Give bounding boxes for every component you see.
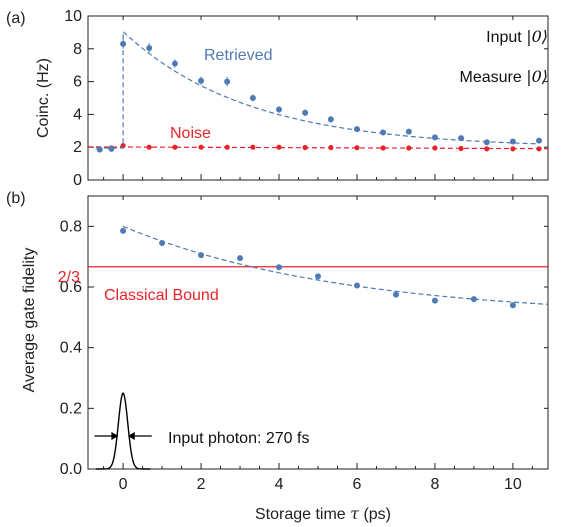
- noise-fit-line: [87, 146, 549, 150]
- retrieved-point: [431, 134, 438, 141]
- panel-b-y-tick-label: 0.4: [60, 340, 82, 357]
- noise-point: [120, 142, 126, 149]
- panel-a-y-tick-label: 8: [73, 41, 82, 58]
- panel-a-label: (a): [6, 10, 26, 27]
- retrieved-point: [483, 139, 490, 146]
- panel-b: (b) Average gate fidelity 0 2 4 6 8 100.00.20…: [6, 190, 549, 523]
- fidelity-point: [159, 240, 166, 247]
- retrieved-fit-curve: [95, 30, 537, 149]
- retrieved-point: [327, 116, 334, 123]
- panel-b-y-tick-label: 0.6: [60, 279, 82, 296]
- input-photon-label: Input photon: 270 fs: [168, 430, 309, 447]
- retrieved-point: [405, 128, 412, 135]
- retrieved-point: [276, 106, 283, 113]
- noise-point: [276, 144, 282, 150]
- retrieved-point: [302, 109, 309, 116]
- panel-b-fidelity-series: [88, 225, 549, 309]
- fidelity-point: [509, 302, 516, 309]
- x-axis-title: Storage time τ (ps): [255, 504, 391, 523]
- measure-state-label: Measure |0⟩: [459, 67, 548, 86]
- fidelity-point: [120, 227, 127, 234]
- panel-b-x-tick-label: 4: [275, 476, 284, 493]
- panel-a-y-axis-title: Coinc. (Hz): [35, 58, 52, 138]
- panel-a-noise-series: [87, 142, 549, 152]
- retrieved-point: [171, 60, 178, 67]
- panel-a-retrieved-series: [95, 30, 543, 153]
- noise-point: [484, 146, 490, 152]
- panel-a-y-tick-label: 0: [73, 172, 82, 189]
- retrieved-point: [198, 77, 205, 84]
- noise-label: Noise: [170, 125, 211, 142]
- fidelity-point: [392, 291, 399, 298]
- panel-b-label: (b): [6, 190, 26, 207]
- panel-b-x-tick-label: 0: [119, 476, 128, 493]
- panel-b-y-axis-title: Average gate fidelity: [21, 248, 38, 393]
- fidelity-point: [353, 282, 360, 289]
- classical-bound-label: Classical Bound: [104, 287, 219, 304]
- noise-point: [432, 145, 438, 151]
- panel-a-y-tick-label: 4: [73, 106, 82, 123]
- panel-a-y-tick-label: 6: [73, 74, 82, 91]
- noise-point: [328, 144, 334, 151]
- panel-b-x-tick-label: 6: [353, 476, 362, 493]
- noise-point: [198, 144, 204, 150]
- noise-point: [224, 144, 230, 150]
- retrieved-point: [146, 44, 153, 51]
- retrieved-point: [249, 95, 256, 101]
- noise-point: [406, 145, 412, 151]
- retrieved-point: [224, 78, 231, 85]
- panel-a-frame: [87, 15, 549, 181]
- noise-point: [458, 145, 464, 152]
- retrieved-point: [353, 126, 360, 133]
- noise-point: [536, 146, 542, 152]
- panel-b-x-tick-label: 10: [504, 476, 522, 493]
- noise-point: [380, 145, 386, 151]
- pulse-width-arrowhead-right: [127, 432, 135, 440]
- panel-a-y-tick-label: 2: [73, 139, 82, 156]
- panel-b-y-tick-label: 0.0: [60, 461, 82, 478]
- retrieved-point: [120, 40, 127, 47]
- input-photon-pulse: [94, 391, 152, 470]
- retrieved-point: [380, 129, 387, 136]
- noise-point: [510, 146, 516, 152]
- panel-b-x-tick-label: 8: [430, 476, 439, 493]
- retrieved-point: [96, 146, 103, 153]
- noise-point: [146, 144, 152, 150]
- noise-point: [172, 144, 178, 150]
- retrieved-label: Retrieved: [204, 47, 272, 64]
- fidelity-point: [198, 252, 205, 259]
- fidelity-point: [237, 255, 244, 262]
- panel-a-y-tick-label: 10: [64, 8, 82, 25]
- bound-tick-label: 2/3: [58, 269, 80, 286]
- input-state-label: Input |0⟩: [486, 27, 548, 46]
- panel-b-x-tick-label: 2: [197, 476, 206, 493]
- fidelity-point: [315, 273, 321, 280]
- retrieved-point: [458, 135, 465, 142]
- panel-a-axes: 0 2 4 6 8 10: [64, 8, 549, 189]
- pulse-curve: [95, 391, 151, 470]
- panel-b-axes: 0 2 4 6 8 10 0.0 0.2 0.4 0.6 0.8: [60, 195, 549, 493]
- fidelity-fit-curve: [122, 225, 549, 305]
- pulse-width-arrowhead-left: [111, 432, 119, 440]
- fidelity-point: [276, 264, 283, 271]
- retrieved-point: [108, 145, 115, 152]
- noise-point: [354, 145, 360, 151]
- retrieved-point: [509, 138, 516, 145]
- noise-point: [250, 144, 256, 150]
- fidelity-point: [470, 296, 477, 303]
- panel-b-y-tick-label: 0.2: [60, 400, 82, 417]
- fidelity-point: [431, 297, 438, 304]
- panel-b-frame: [87, 195, 549, 470]
- panel-b-y-tick-label: 0.8: [60, 218, 82, 235]
- retrieved-point: [536, 137, 543, 144]
- noise-point: [302, 144, 308, 151]
